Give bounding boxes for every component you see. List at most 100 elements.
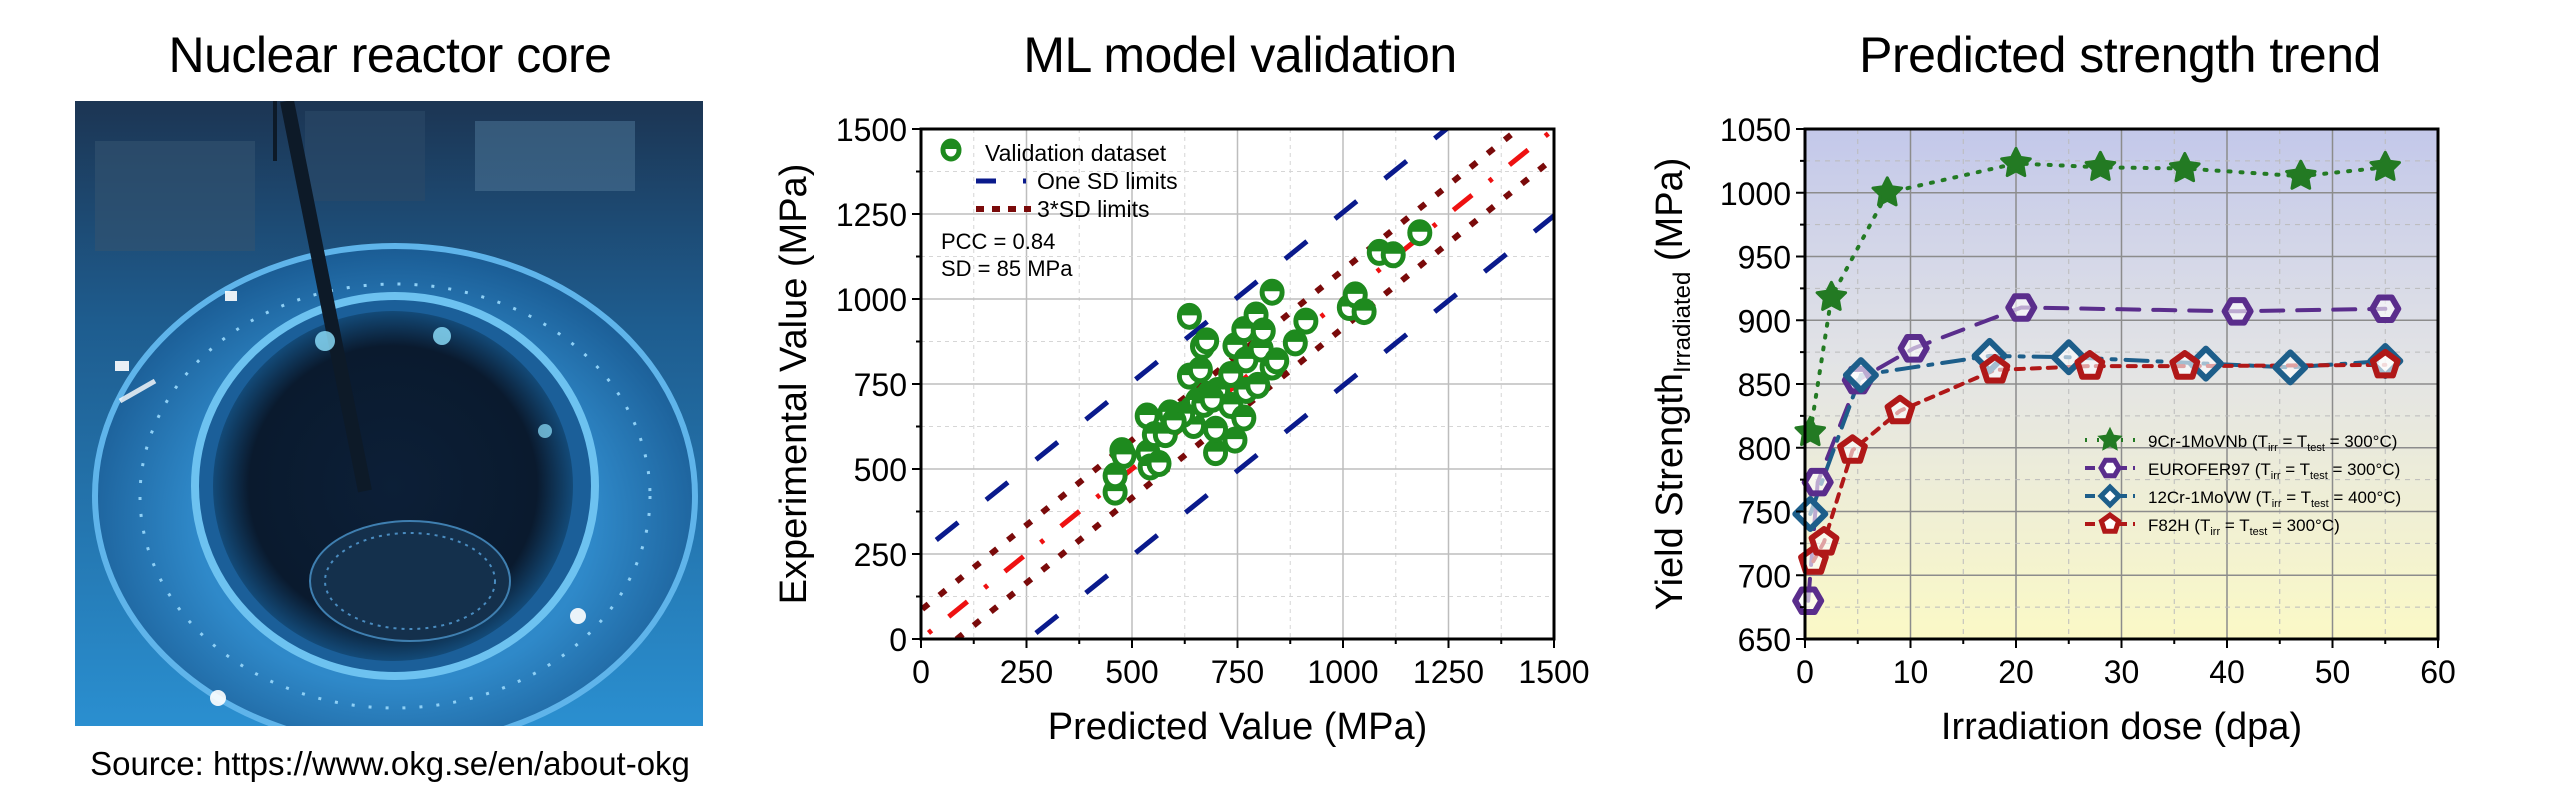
data-point bbox=[1351, 298, 1377, 326]
data-point-fill bbox=[1151, 453, 1168, 463]
y-tick-label: 1050 bbox=[1720, 112, 1791, 148]
legend-sub: test bbox=[2307, 442, 2325, 454]
line-series bbox=[1792, 146, 2404, 615]
data-point-fill bbox=[1255, 320, 1272, 330]
data-point-hexagon bbox=[2005, 293, 2038, 322]
data-point-fill bbox=[1107, 465, 1124, 475]
series-line bbox=[1808, 161, 2388, 435]
x-tick-label: 250 bbox=[1000, 654, 1053, 690]
data-point bbox=[1203, 415, 1229, 443]
data-point-pentagon bbox=[1808, 526, 1840, 556]
data-point-diamond bbox=[1842, 357, 1879, 394]
data-point-fill bbox=[1264, 282, 1281, 292]
data-point-pentagon bbox=[2369, 348, 2401, 379]
y-tick-label: 750 bbox=[1738, 495, 1791, 531]
data-point bbox=[1293, 307, 1319, 335]
chart-legend: 9Cr-1MoVNb (Tirr = Ttest = 300°C)EUROFER… bbox=[2085, 426, 2401, 538]
data-point-fill bbox=[1181, 306, 1198, 316]
data-point bbox=[1231, 404, 1257, 432]
y-axis-label-subscript: Irradiated bbox=[1669, 272, 1696, 373]
data-point-fill bbox=[1115, 445, 1132, 455]
one-sd-limit-line bbox=[1024, 212, 1554, 639]
data-point-hexagon bbox=[1792, 586, 1825, 615]
three-sd-limit-line bbox=[952, 154, 1554, 639]
three-sd-limit-line bbox=[921, 129, 1523, 614]
x-tick-label: 500 bbox=[1105, 654, 1158, 690]
legend-label: F82H (Tirr = Ttest = 300°C) bbox=[2148, 516, 2340, 538]
data-point-hexagon bbox=[1801, 467, 1834, 497]
y-axis-label-main: Yield Strength bbox=[1649, 373, 1691, 610]
legend-sub: test bbox=[2310, 470, 2328, 482]
data-point-hexagon bbox=[2369, 294, 2402, 323]
data-point-star bbox=[2369, 150, 2401, 181]
data-point-star bbox=[1815, 280, 1848, 311]
y-tick-label: 650 bbox=[1738, 622, 1791, 658]
legend-sub: irr bbox=[2268, 442, 2278, 454]
y-tick-label: 700 bbox=[1738, 558, 1791, 594]
data-point-fill bbox=[1287, 332, 1304, 342]
data-point-star bbox=[1871, 176, 1904, 207]
data-point-fill bbox=[1385, 244, 1402, 254]
data-point-fill bbox=[1222, 364, 1239, 374]
legend-label: 9Cr-1MoVNb (Tirr = Ttest = 300°C) bbox=[2148, 432, 2397, 454]
data-point bbox=[1282, 329, 1308, 357]
series-f82h bbox=[1811, 362, 2388, 564]
data-point bbox=[1259, 278, 1285, 306]
legend-marker-diamond bbox=[2097, 483, 2123, 509]
y-tick-label: 500 bbox=[854, 452, 907, 488]
legend-label: 3*SD limits bbox=[1037, 196, 1149, 222]
data-point bbox=[1222, 426, 1248, 454]
y-tick-label: 0 bbox=[889, 622, 907, 658]
legend-label: 12Cr-1MoVW (Tirr = Ttest = 400°C) bbox=[2148, 488, 2401, 510]
legend-item: F82H (Tirr = Ttest = 300°C) bbox=[2085, 511, 2340, 538]
x-tick-label: 750 bbox=[1211, 654, 1264, 690]
data-point-hexagon bbox=[1897, 334, 1930, 363]
legend-sub: test bbox=[2311, 498, 2329, 510]
x-tick-label: 1500 bbox=[1518, 654, 1589, 690]
legend-sub: irr bbox=[2210, 526, 2220, 538]
legend-sub: irr bbox=[2272, 498, 2282, 510]
y-tick-label: 250 bbox=[854, 537, 907, 573]
data-point-fill bbox=[1248, 304, 1265, 314]
data-point-fill bbox=[1207, 442, 1224, 452]
legend-sub: irr bbox=[2271, 470, 2281, 482]
data-point-pentagon bbox=[1884, 394, 1916, 425]
legend-item: 9Cr-1MoVNb (Tirr = Ttest = 300°C) bbox=[2085, 426, 2397, 454]
photo-panel-title: Nuclear reactor core bbox=[168, 27, 612, 83]
legend-label: Validation dataset bbox=[985, 140, 1167, 166]
legend-text: = T bbox=[2281, 460, 2310, 479]
data-point-fill bbox=[1222, 395, 1239, 405]
legend-series-name: F82H (T bbox=[2148, 516, 2210, 535]
data-point bbox=[1199, 385, 1225, 413]
legend-marker-points-fill bbox=[944, 141, 958, 149]
legend-series-name: 12Cr-1MoVW (T bbox=[2148, 488, 2272, 507]
data-point-fill bbox=[1249, 375, 1266, 385]
data-point-star bbox=[1794, 415, 1826, 447]
data-point-fill bbox=[1297, 311, 1314, 321]
series-markers bbox=[1798, 348, 2401, 575]
y-axis-label-unit: (MPa) bbox=[1649, 158, 1691, 272]
data-point-fill bbox=[1268, 350, 1285, 360]
data-point-diamond bbox=[1792, 496, 1829, 532]
reactor-core-photo bbox=[75, 101, 703, 726]
data-point bbox=[1176, 302, 1202, 330]
data-point-hexagon bbox=[2221, 297, 2254, 326]
y-axis-label: Yield StrengthIrradiated (MPa) bbox=[1649, 158, 1696, 611]
x-tick-label: 0 bbox=[1796, 654, 1814, 690]
x-tick-label: 20 bbox=[1998, 654, 2034, 690]
legend-sub: test bbox=[2250, 526, 2268, 538]
data-point-fill bbox=[1192, 359, 1209, 369]
data-point bbox=[1264, 347, 1290, 375]
x-tick-label: 40 bbox=[2209, 654, 2245, 690]
data-point-diamond bbox=[2272, 349, 2309, 386]
data-point-fill bbox=[1204, 389, 1221, 399]
data-point bbox=[1111, 441, 1137, 469]
validation-chart-title: ML model validation bbox=[1023, 27, 1457, 83]
x-tick-label: 30 bbox=[2104, 654, 2140, 690]
legend-item: 12Cr-1MoVW (Tirr = Ttest = 400°C) bbox=[2085, 483, 2401, 510]
data-point bbox=[1194, 327, 1220, 355]
x-tick-label: 10 bbox=[1893, 654, 1929, 690]
y-tick-label: 750 bbox=[854, 367, 907, 403]
data-point-fill bbox=[1356, 301, 1373, 311]
